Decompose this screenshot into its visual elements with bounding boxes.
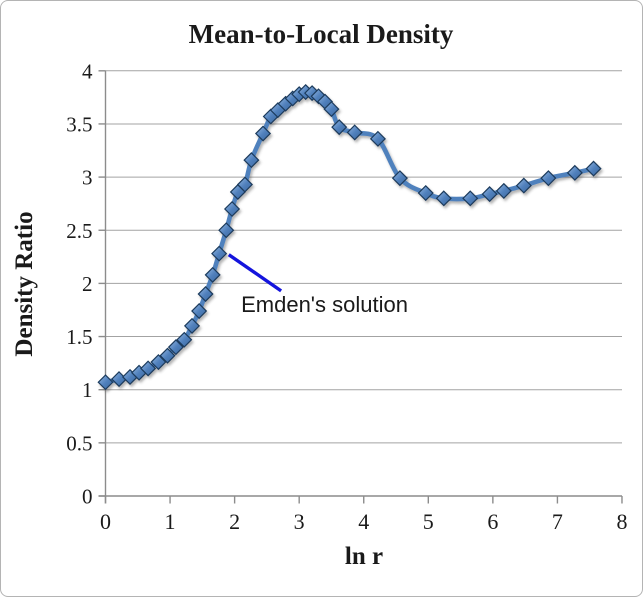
data-point-marker xyxy=(204,266,221,283)
data-point-marker xyxy=(495,182,512,199)
data-point-marker xyxy=(540,170,557,187)
annotation-group: Emden's solution xyxy=(227,253,408,317)
data-point-marker xyxy=(167,339,184,356)
data-point-marker xyxy=(310,88,327,105)
data-point-marker xyxy=(323,101,340,118)
tick-labels-group: 0 0.5 1 1.5 2 2.5 3 3.5 4 0 1 2 3 4 5 6 7 8 xyxy=(66,59,627,534)
data-point-marker xyxy=(236,176,253,193)
data-point-marker xyxy=(331,119,348,136)
data-point-marker xyxy=(176,331,193,348)
data-point-marker xyxy=(223,200,241,218)
data-point-marker xyxy=(183,317,201,334)
data-point-marker xyxy=(159,347,176,364)
y-tick-label: 0 xyxy=(82,485,93,509)
chart-title: Mean-to-Local Density xyxy=(189,19,454,49)
data-point-marker xyxy=(140,360,157,377)
data-point-marker xyxy=(566,164,583,181)
x-tick-label: 1 xyxy=(165,509,176,534)
data-point-marker xyxy=(197,285,214,303)
x-axis-label: ln r xyxy=(345,543,383,570)
data-point-marker xyxy=(150,354,167,371)
x-tick-label: 8 xyxy=(616,509,627,534)
x-tick-label: 3 xyxy=(294,509,305,534)
axes-group xyxy=(98,70,623,504)
data-point-marker xyxy=(346,124,363,141)
data-point-marker xyxy=(111,371,128,388)
data-point-marker xyxy=(585,160,602,177)
data-point-marker xyxy=(481,186,498,203)
x-tick-label: 7 xyxy=(552,509,563,534)
data-point-marker xyxy=(435,190,452,207)
data-point-marker xyxy=(254,125,272,142)
annotation-leader-line xyxy=(227,253,283,293)
series-group xyxy=(97,84,602,391)
data-point-marker xyxy=(97,374,114,391)
data-point-marker xyxy=(191,302,208,320)
data-point-marker xyxy=(391,170,408,187)
y-tick-label: 3 xyxy=(82,166,93,190)
y-tick-label: 0.5 xyxy=(66,431,92,455)
x-tick-label: 5 xyxy=(423,509,434,534)
data-point-marker xyxy=(211,245,228,262)
gridlines-group xyxy=(105,70,622,444)
y-tick-label: 1.5 xyxy=(66,325,92,349)
y-tick-label: 3.5 xyxy=(66,112,92,136)
data-point-marker xyxy=(218,222,235,239)
y-tick-label: 2.5 xyxy=(66,219,92,243)
data-point-marker xyxy=(515,177,532,194)
data-point-marker xyxy=(369,130,386,147)
x-tick-label: 4 xyxy=(358,509,369,534)
x-tick-label: 2 xyxy=(229,509,240,534)
data-point-marker xyxy=(462,190,479,207)
y-tick-label: 4 xyxy=(82,59,93,83)
data-point-marker xyxy=(243,152,260,169)
data-point-marker xyxy=(417,184,434,202)
y-axis-label: Density Ratio xyxy=(11,211,38,356)
x-tick-label: 0 xyxy=(100,509,111,534)
y-tick-label: 2 xyxy=(82,272,93,296)
annotation-text: Emden's solution xyxy=(241,292,408,317)
x-tick-label: 6 xyxy=(487,509,498,534)
y-tick-label: 1 xyxy=(82,378,93,402)
